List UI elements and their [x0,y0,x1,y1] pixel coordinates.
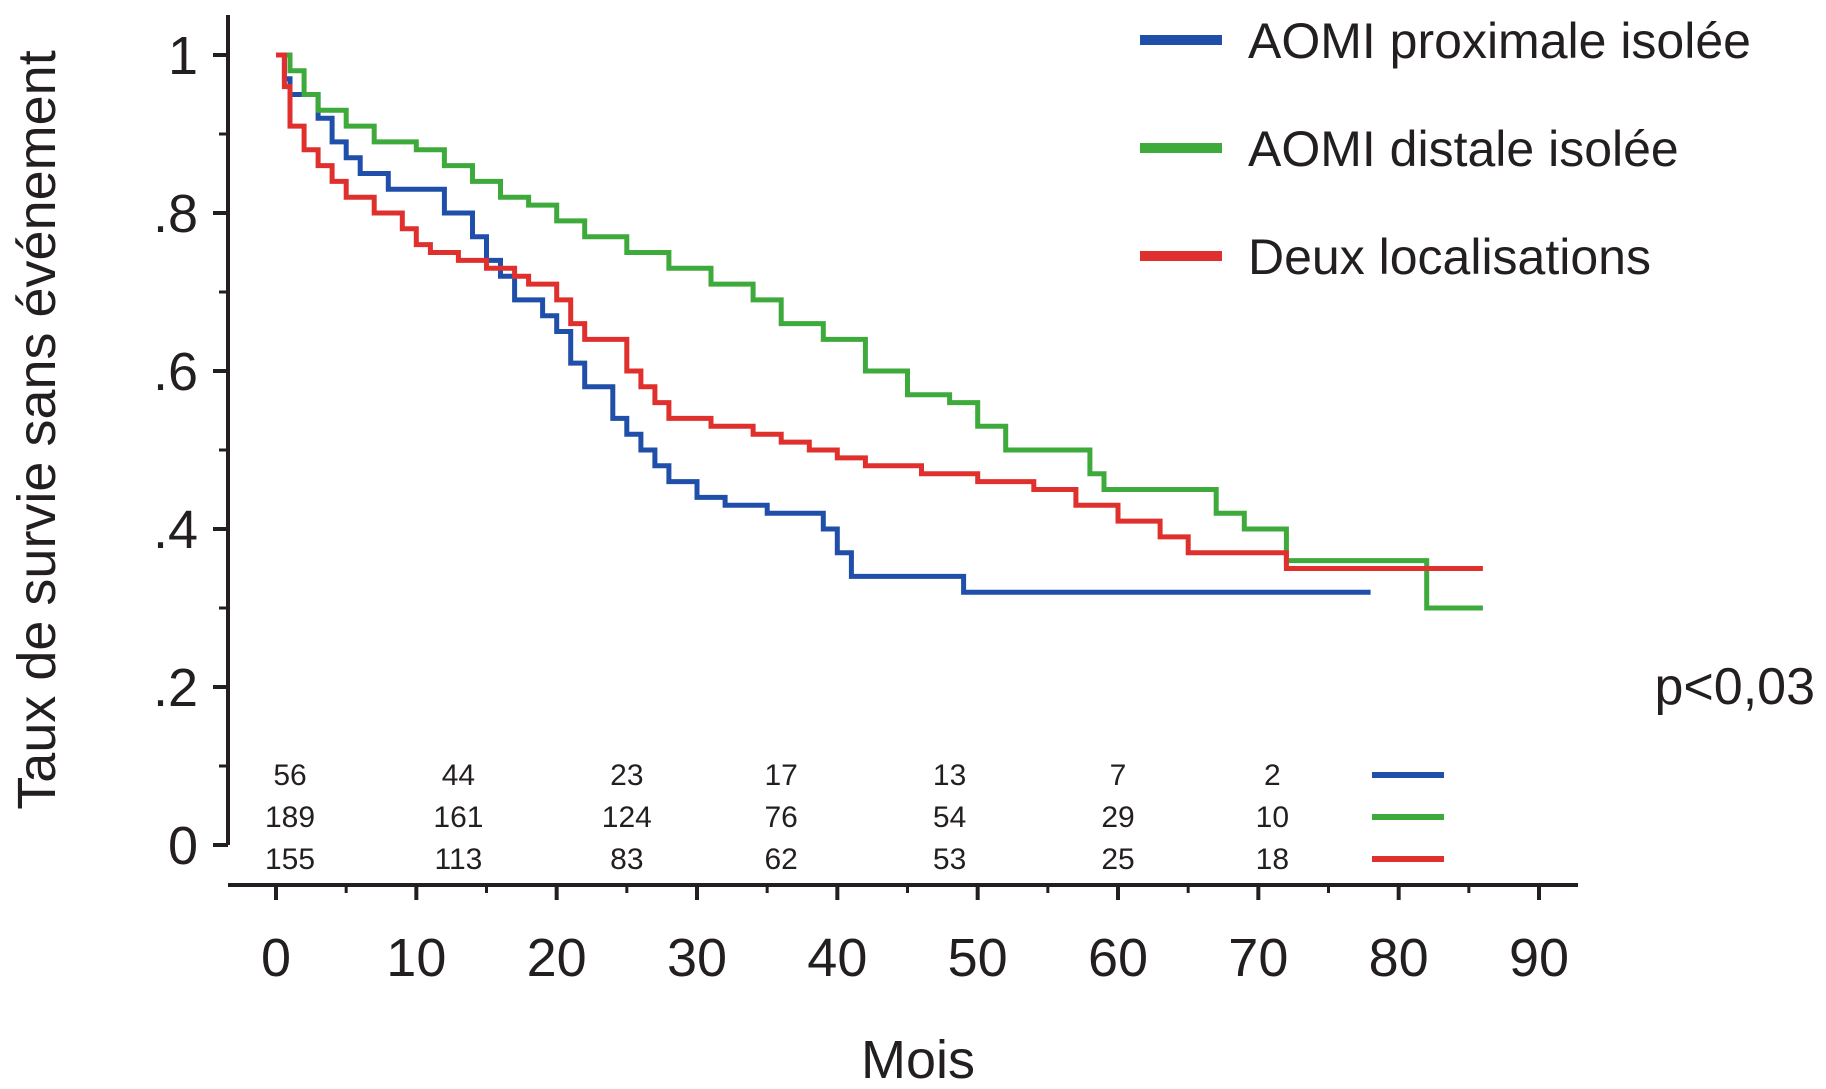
y-tick-label: .8 [153,184,198,244]
series-lines [276,52,1483,611]
risk-count: 56 [273,759,306,792]
x-tick-label: 0 [261,928,291,988]
series-line-3 [276,52,1483,571]
y-tick-label: .6 [153,342,198,402]
risk-count: 113 [435,843,483,876]
risk-count: 54 [933,801,966,834]
y-tick-label: .4 [153,500,198,560]
risk-count: 62 [765,843,798,876]
risk-count: 2 [1264,759,1281,792]
legend-label: Deux localisations [1248,229,1651,285]
risk-count: 17 [765,759,798,792]
series-line-2 [276,52,1483,611]
risk-count: 7 [1110,759,1127,792]
x-tick-label: 60 [1088,928,1148,988]
series-line-1 [276,52,1371,595]
x-tick-label: 70 [1228,928,1288,988]
risk-count: 124 [602,801,652,834]
risk-count: 18 [1256,843,1289,876]
risk-count: 83 [610,843,643,876]
axes [226,15,1578,887]
y-tick-label: 0 [168,816,198,876]
x-tick-label: 20 [527,928,587,988]
risk-count: 10 [1256,801,1289,834]
risk-count: 13 [933,759,966,792]
legend: AOMI proximale isolée AOMI distale isolée… [1140,13,1751,285]
legend-label: AOMI proximale isolée [1248,13,1751,69]
x-tick-label: 90 [1509,928,1569,988]
x-tick-label: 80 [1369,928,1429,988]
y-tick-label: 1 [168,26,198,86]
y-axis-title: Taux de survie sans événement [7,50,67,809]
y-tick-label: .2 [153,658,198,718]
risk-count: 44 [442,759,475,792]
p-value-annotation: p<0,03 [1655,658,1816,716]
legend-label: AOMI distale isolée [1248,121,1679,177]
risk-count: 155 [265,843,315,876]
ticks: 0 10 20 30 40 50 60 70 80 90 0 .2 .4 .6 .8 1 [153,26,1569,988]
risk-count: 53 [933,843,966,876]
risk-count: 189 [265,801,315,834]
x-tick-label: 50 [948,928,1008,988]
risk-table: 56 44 23 17 13 7 2 189 161 124 76 54 29 10 155 113 83 62 5… [265,759,1444,876]
risk-count: 76 [765,801,798,834]
x-tick-label: 40 [807,928,867,988]
x-axis-title: Mois [861,1030,975,1089]
risk-count: 29 [1101,801,1134,834]
risk-count: 23 [610,759,643,792]
x-tick-label: 30 [667,928,727,988]
x-tick-label: 10 [386,928,446,988]
risk-count: 25 [1101,843,1134,876]
risk-count: 161 [433,801,483,834]
